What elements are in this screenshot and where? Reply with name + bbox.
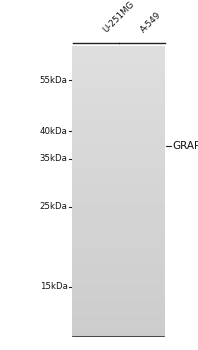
Text: U-251MG: U-251MG [101,0,136,34]
Text: 40kDa: 40kDa [40,127,68,136]
Ellipse shape [89,139,105,156]
Text: 35kDa: 35kDa [40,154,68,163]
Ellipse shape [130,76,144,82]
Text: A-549: A-549 [139,10,163,34]
Ellipse shape [125,131,148,158]
Ellipse shape [123,128,150,160]
Ellipse shape [120,125,154,164]
Text: 55kDa: 55kDa [40,76,68,85]
Bar [72,46,164,336]
Text: GRAP: GRAP [172,141,198,151]
Ellipse shape [129,135,145,153]
Ellipse shape [81,129,113,167]
Ellipse shape [96,75,106,80]
Text: 15kDa: 15kDa [40,282,68,291]
Ellipse shape [84,133,110,163]
Ellipse shape [86,135,108,160]
Text: 25kDa: 25kDa [40,202,68,211]
